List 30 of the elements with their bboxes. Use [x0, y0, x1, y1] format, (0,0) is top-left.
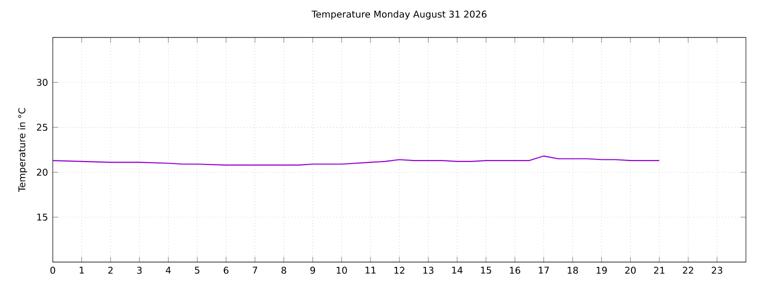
x-tick-label: 16: [510, 266, 520, 274]
x-tick-label: 9: [310, 266, 316, 274]
x-tick-label: 23: [712, 266, 722, 274]
y-axis-title: Temperature in °C: [18, 108, 28, 192]
x-tick-label: 5: [194, 266, 200, 274]
chart-title: Temperature Monday August 31 2026: [312, 10, 487, 20]
x-tick-label: 14: [452, 266, 463, 274]
x-tick-label: 4: [166, 266, 171, 274]
y-tick-label: 30: [36, 78, 48, 86]
x-tick-label: 3: [137, 266, 142, 274]
x-tick-label: 7: [252, 266, 258, 274]
x-tick-label: 1: [80, 266, 84, 274]
x-tick-label: 20: [625, 266, 636, 274]
x-tick-label: 15: [481, 266, 492, 274]
x-tick-label: 11: [366, 266, 376, 274]
x-tick-label: 18: [568, 266, 578, 274]
x-tick-label: 8: [282, 266, 286, 274]
x-tick-label: 21: [654, 266, 664, 274]
x-tick-label: 10: [336, 266, 347, 274]
x-tick-label: 19: [596, 266, 607, 274]
x-tick-label: 13: [423, 266, 434, 274]
x-tick-label: 2: [108, 266, 113, 274]
y-tick-label: 15: [37, 214, 48, 221]
x-tick-label: 17: [538, 266, 549, 274]
x-tick-label: 0: [50, 266, 56, 274]
x-tick-label: 22: [682, 266, 694, 274]
x-tick-label: 12: [394, 266, 404, 274]
x-tick-label: 6: [224, 266, 228, 274]
y-tick-label: 20: [36, 168, 48, 176]
y-tick-label: 25: [36, 124, 48, 131]
